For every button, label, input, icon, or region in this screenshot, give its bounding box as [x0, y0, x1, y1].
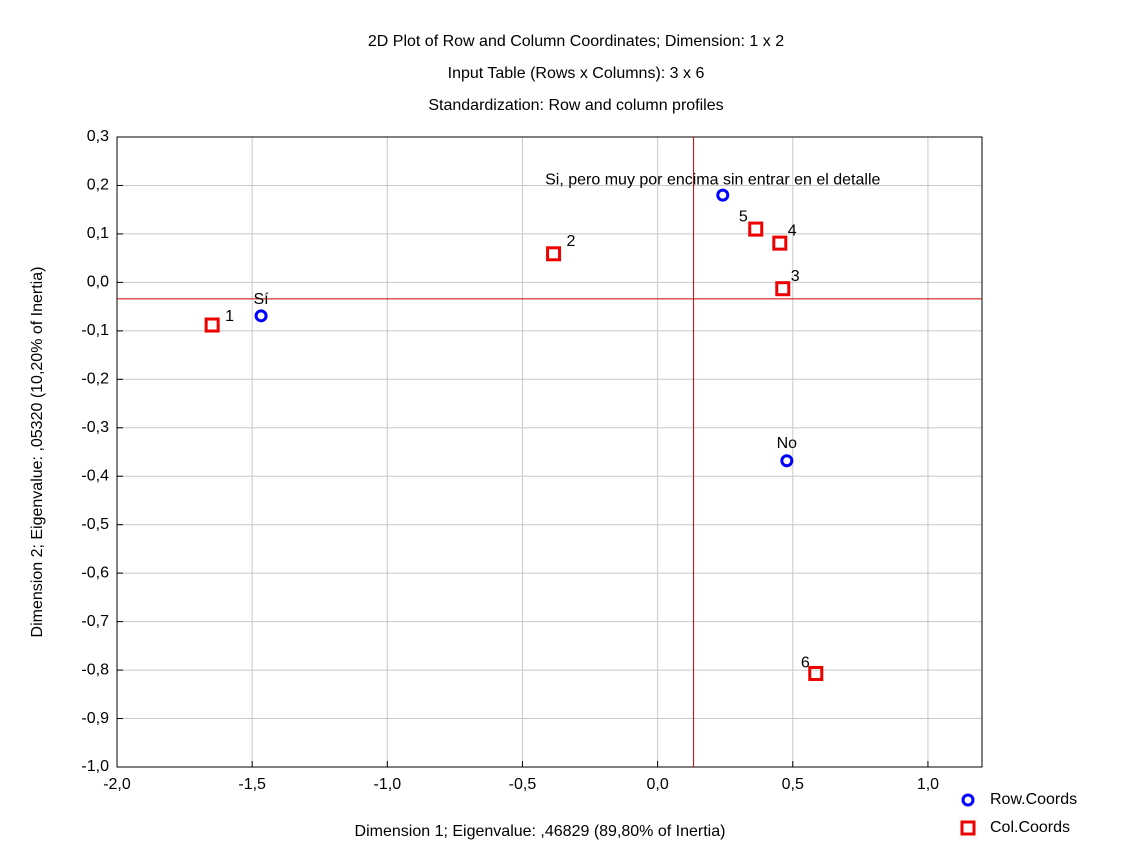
point: [748, 221, 764, 237]
point-label: 5: [739, 208, 748, 225]
y-tick-label: -0,4: [81, 467, 109, 484]
y-tick-label: -0,7: [81, 613, 109, 630]
y-tick-label: -0,9: [81, 710, 109, 727]
legend-marker: [960, 820, 976, 836]
legend-label: Row.Coords: [990, 791, 1077, 808]
y-tick-label: 0,0: [87, 274, 109, 291]
point-label: 1: [225, 308, 234, 325]
point-label: 3: [791, 268, 800, 285]
y-tick-label: -0,6: [81, 564, 109, 581]
chart-subtitle: Input Table (Rows x Columns): 3 x 6: [448, 65, 705, 82]
point: [716, 188, 730, 202]
point: [775, 281, 791, 297]
legend-marker: [961, 793, 975, 807]
x-tick-label: -1,0: [374, 776, 402, 793]
x-tick-label: -1,5: [238, 776, 266, 793]
legend-label: Col.Coords: [990, 819, 1070, 836]
point: [780, 454, 794, 468]
point: [808, 665, 824, 681]
y-tick-label: 0,2: [87, 177, 109, 194]
point: [772, 235, 788, 251]
y-tick-label: 0,3: [87, 128, 109, 145]
point-label: Si, pero muy por encima sin entrar en el…: [545, 171, 880, 188]
x-tick-label: -0,5: [509, 776, 537, 793]
x-tick-label: 0,5: [782, 776, 804, 793]
point-label: No: [777, 435, 798, 452]
y-tick-label: -0,1: [81, 322, 109, 339]
point-label: 4: [788, 222, 797, 239]
y-tick-label: -0,8: [81, 661, 109, 678]
x-axis-label: Dimension 1; Eigenvalue: ,46829 (89,80% …: [355, 823, 726, 840]
y-tick-label: -0,2: [81, 371, 109, 388]
point: [546, 246, 562, 262]
y-tick-label: -1,0: [81, 758, 109, 775]
y-tick-label: 0,1: [87, 225, 109, 242]
point: [204, 317, 220, 333]
x-tick-label: 1,0: [917, 776, 939, 793]
point-label: Sí: [254, 291, 270, 308]
x-tick-label: -2,0: [103, 776, 131, 793]
chart-subtitle: Standardization: Row and column profiles: [428, 97, 723, 114]
y-tick-label: -0,5: [81, 516, 109, 533]
y-tick-label: -0,3: [81, 419, 109, 436]
plot-frame: [116, 136, 983, 768]
point-label: 6: [801, 655, 810, 672]
chart-title: 2D Plot of Row and Column Coordinates; D…: [368, 33, 784, 50]
point: [254, 309, 268, 323]
point-label: 2: [567, 233, 576, 250]
y-axis-label: Dimension 2; Eigenvalue: ,05320 (10,20% …: [29, 267, 46, 638]
x-tick-label: 0,0: [647, 776, 669, 793]
